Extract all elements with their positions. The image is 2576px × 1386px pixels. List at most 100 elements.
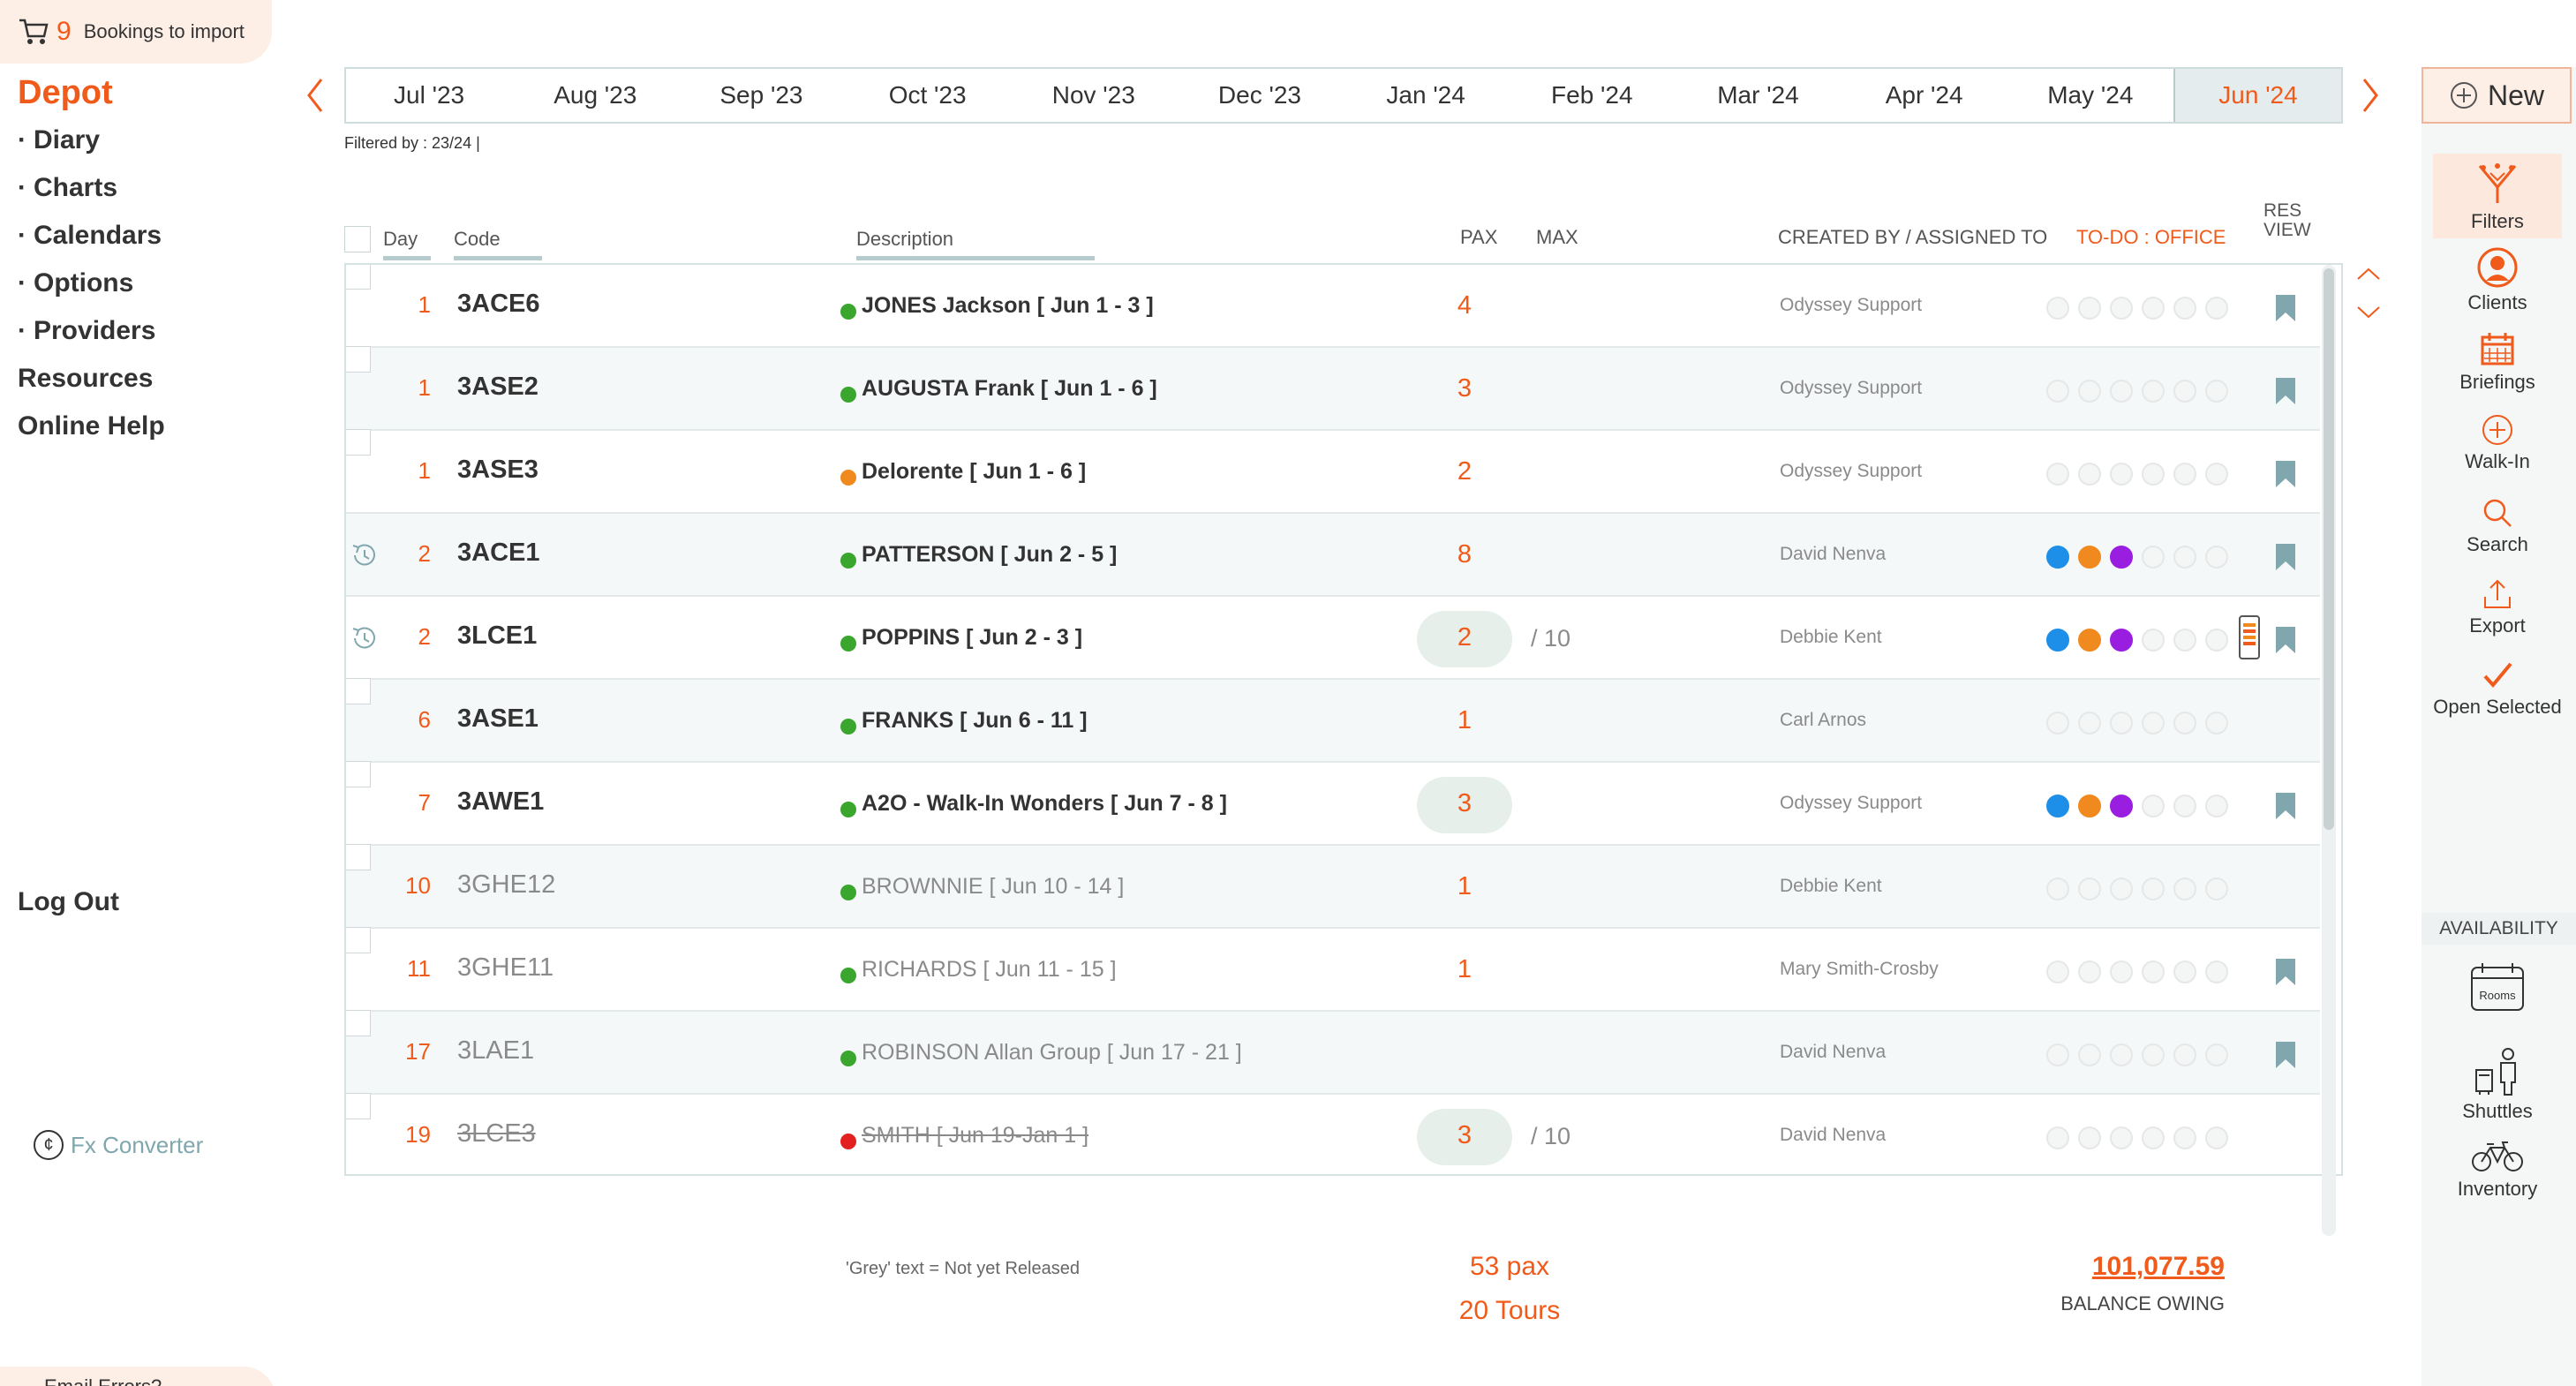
table-row[interactable]: 11 3GHE11 RICHARDS [ Jun 11 - 15 ] 1 Mary Sm… bbox=[346, 927, 2320, 1012]
todo-dot-empty[interactable] bbox=[2078, 380, 2101, 403]
clients-button[interactable]: Clients bbox=[2433, 247, 2562, 314]
booking-code[interactable]: 3LCE1 bbox=[457, 621, 538, 650]
booking-code[interactable]: 3LCE3 bbox=[457, 1119, 536, 1148]
bookmark-icon[interactable] bbox=[2274, 625, 2297, 655]
todo-indicators[interactable] bbox=[2046, 380, 2228, 403]
rooms-button[interactable]: Rooms bbox=[2433, 960, 2562, 1019]
table-row[interactable]: 1 3ASE2 AUGUSTA Frank [ Jun 1 - 6 ] 3 Odysse… bbox=[346, 346, 2320, 431]
month-tab[interactable]: Feb '24 bbox=[1551, 81, 1633, 109]
todo-indicators[interactable] bbox=[2046, 878, 2228, 900]
column-code[interactable]: Code bbox=[454, 228, 542, 260]
todo-dot-empty[interactable] bbox=[2046, 463, 2069, 486]
select-all-checkbox[interactable] bbox=[344, 226, 371, 252]
todo-indicators[interactable] bbox=[2046, 795, 2228, 817]
todo-dot-empty[interactable] bbox=[2110, 297, 2133, 320]
todo-dot-empty[interactable] bbox=[2142, 712, 2165, 734]
todo-dot-empty[interactable] bbox=[2046, 1043, 2069, 1066]
briefings-button[interactable]: Briefings bbox=[2433, 330, 2562, 394]
todo-dot-empty[interactable] bbox=[2173, 795, 2196, 817]
bookmark-icon[interactable] bbox=[2274, 791, 2297, 821]
todo-dot-empty[interactable] bbox=[2205, 1043, 2228, 1066]
todo-dot-empty[interactable] bbox=[2205, 1126, 2228, 1149]
booking-description[interactable]: Delorente [ Jun 1 - 6 ] bbox=[862, 459, 1087, 484]
scroll-down-chevron-icon[interactable] bbox=[2355, 304, 2382, 321]
todo-dot-empty[interactable] bbox=[2142, 960, 2165, 983]
todo-dot[interactable] bbox=[2078, 795, 2101, 817]
todo-dot-empty[interactable] bbox=[2078, 297, 2101, 320]
todo-indicators[interactable] bbox=[2046, 463, 2228, 486]
booking-description[interactable]: POPPINS [ Jun 2 - 3 ] bbox=[862, 625, 1083, 650]
todo-dot-empty[interactable] bbox=[2205, 463, 2228, 486]
new-booking-button[interactable]: New bbox=[2422, 67, 2572, 124]
booking-code[interactable]: 3ASE1 bbox=[457, 704, 539, 733]
todo-dot-empty[interactable] bbox=[2142, 380, 2165, 403]
todo-dot-empty[interactable] bbox=[2142, 297, 2165, 320]
todo-dot-empty[interactable] bbox=[2078, 1126, 2101, 1149]
todo-indicators[interactable] bbox=[2046, 1126, 2228, 1149]
booking-code[interactable]: 3LAE1 bbox=[457, 1036, 535, 1065]
bookmark-icon[interactable] bbox=[2274, 293, 2297, 323]
todo-dot-empty[interactable] bbox=[2046, 297, 2069, 320]
month-tab[interactable]: Oct '23 bbox=[888, 81, 967, 109]
todo-dot-empty[interactable] bbox=[2078, 878, 2101, 900]
email-errors-button[interactable]: Email Errors? bbox=[0, 1367, 275, 1386]
column-day[interactable]: Day bbox=[383, 228, 431, 260]
todo-indicators[interactable] bbox=[2046, 712, 2228, 734]
todo-indicators[interactable] bbox=[2046, 629, 2228, 652]
walk-in-button[interactable]: Walk-In bbox=[2433, 413, 2562, 473]
balance-owing-link[interactable]: 101,077.59 bbox=[2091, 1252, 2225, 1281]
nav-item-resources[interactable]: Resources bbox=[18, 364, 154, 393]
bookmark-icon[interactable] bbox=[2274, 1040, 2297, 1070]
bookmark-icon[interactable] bbox=[2274, 957, 2297, 987]
todo-dot-empty[interactable] bbox=[2205, 380, 2228, 403]
next-month-arrow-icon[interactable] bbox=[2357, 74, 2384, 117]
todo-dot-empty[interactable] bbox=[2110, 1126, 2133, 1149]
history-icon[interactable] bbox=[350, 623, 380, 653]
booking-description[interactable]: JONES Jackson [ Jun 1 - 3 ] bbox=[862, 293, 1154, 318]
todo-dot[interactable] bbox=[2046, 629, 2069, 652]
bookmark-icon[interactable] bbox=[2274, 376, 2297, 406]
todo-indicators[interactable] bbox=[2046, 960, 2228, 983]
open-selected-button[interactable]: Open Selected bbox=[2433, 659, 2562, 719]
todo-dot-empty[interactable] bbox=[2046, 960, 2069, 983]
todo-dot-empty[interactable] bbox=[2110, 878, 2133, 900]
todo-dot-empty[interactable] bbox=[2205, 629, 2228, 652]
inventory-button[interactable]: Inventory bbox=[2433, 1139, 2562, 1201]
history-icon[interactable] bbox=[350, 540, 380, 570]
nav-item-options[interactable]: · Options bbox=[18, 268, 134, 298]
booking-code[interactable]: 3AWE1 bbox=[457, 787, 545, 816]
todo-dot-empty[interactable] bbox=[2142, 1043, 2165, 1066]
todo-dot-empty[interactable] bbox=[2142, 878, 2165, 900]
todo-dot-empty[interactable] bbox=[2142, 546, 2165, 569]
search-button[interactable]: Search bbox=[2433, 496, 2562, 556]
todo-dot-empty[interactable] bbox=[2046, 1126, 2069, 1149]
shuttles-button[interactable]: Shuttles bbox=[2433, 1047, 2562, 1123]
table-row[interactable]: 19 3LCE3 SMITH [ Jun 19-Jan 1 ] 3 / 10 David … bbox=[346, 1093, 2320, 1174]
nav-item-calendars[interactable]: · Calendars bbox=[18, 221, 162, 250]
row-checkbox[interactable] bbox=[346, 1010, 371, 1036]
todo-dot-empty[interactable] bbox=[2078, 712, 2101, 734]
todo-dot-empty[interactable] bbox=[2173, 629, 2196, 652]
booking-description[interactable]: AUGUSTA Frank [ Jun 1 - 6 ] bbox=[862, 376, 1157, 401]
month-tab[interactable]: Jul '23 bbox=[394, 81, 465, 109]
month-tab[interactable]: Aug '23 bbox=[554, 81, 637, 109]
todo-indicators[interactable] bbox=[2046, 297, 2228, 320]
booking-description[interactable]: SMITH [ Jun 19-Jan 1 ] bbox=[862, 1123, 1089, 1148]
todo-dot-empty[interactable] bbox=[2173, 960, 2196, 983]
filters-button[interactable]: Filters bbox=[2433, 154, 2562, 238]
nav-item-diary[interactable]: · Diary bbox=[18, 125, 101, 154]
table-row[interactable]: 2 3LCE1 POPPINS [ Jun 2 - 3 ] 2 / 10 Debbie K… bbox=[346, 597, 2320, 680]
todo-dot[interactable] bbox=[2046, 795, 2069, 817]
todo-dot-empty[interactable] bbox=[2205, 795, 2228, 817]
row-checkbox[interactable] bbox=[346, 678, 371, 704]
month-tab[interactable]: Sep '23 bbox=[719, 81, 803, 109]
booking-code[interactable]: 3ASE2 bbox=[457, 373, 539, 401]
booking-code[interactable]: 3ACE6 bbox=[457, 290, 540, 318]
row-checkbox[interactable] bbox=[346, 429, 371, 456]
column-todo-office[interactable]: TO-DO : OFFICE bbox=[2076, 226, 2226, 248]
month-tab[interactable]: Nov '23 bbox=[1051, 81, 1135, 109]
table-row[interactable]: 17 3LAE1 ROBINSON Allan Group [ Jun 17 - 2… bbox=[346, 1010, 2320, 1095]
todo-dot-empty[interactable] bbox=[2173, 380, 2196, 403]
todo-dot[interactable] bbox=[2110, 629, 2133, 652]
row-checkbox[interactable] bbox=[346, 346, 371, 373]
